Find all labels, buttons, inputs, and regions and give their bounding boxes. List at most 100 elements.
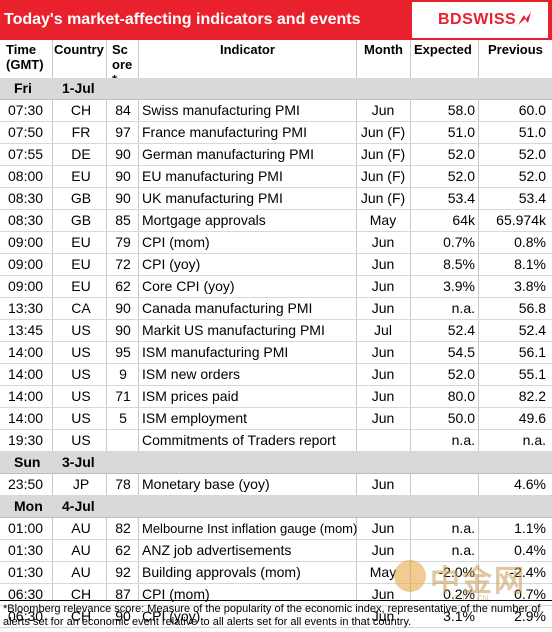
cell-score: 90 xyxy=(115,146,131,162)
cell-time: 09:00 xyxy=(8,256,44,272)
cell-time: 08:30 xyxy=(8,190,44,206)
cell-country: DE xyxy=(71,146,91,162)
cell-month: Jun xyxy=(371,388,395,404)
cell-month: Jun xyxy=(371,608,395,624)
cell-score: 72 xyxy=(115,256,131,272)
day-date: 3-Jul xyxy=(62,454,95,470)
day-label: Sun xyxy=(14,454,41,470)
cell-score: 90 xyxy=(115,322,131,338)
cell-time: 08:30 xyxy=(8,212,44,228)
cell-month: Jun xyxy=(371,586,395,602)
cell-indicator: ISM new orders xyxy=(142,366,241,382)
cell-expected: n.a. xyxy=(451,300,475,316)
cell-indicator: CPI (mom) xyxy=(142,234,210,250)
cell-indicator: CPI (yoy) xyxy=(142,608,201,624)
day-header-row: Sun 3-Jul xyxy=(0,452,552,474)
cell-previous: 53.4 xyxy=(518,190,546,206)
cell-previous: 65.974k xyxy=(496,212,546,228)
cell-previous: 2.9% xyxy=(514,608,546,624)
table-row: 08:30 GB 90 UK manufacturing PMI Jun (F) 53.4… xyxy=(0,188,552,210)
table-row: 08:00 EU 90 EU manufacturing PMI Jun (F) 52.0… xyxy=(0,166,552,188)
cell-country: CH xyxy=(70,608,92,624)
cell-time: 07:50 xyxy=(8,124,44,140)
cell-country: JP xyxy=(72,476,90,492)
cell-expected: 80.0 xyxy=(447,388,475,404)
footnote: *Bloomberg relevance score: Measure of t… xyxy=(0,600,552,629)
table-row: 09:00 EU 72 CPI (yoy) Jun 8.5% 8.1% xyxy=(0,254,552,276)
table-header-bar: Today's market-affecting indicators and … xyxy=(0,0,552,40)
cell-score: 90 xyxy=(115,608,131,624)
cell-previous: 52.0 xyxy=(518,168,546,184)
cell-score: 85 xyxy=(115,212,131,228)
cell-country: EU xyxy=(71,168,91,184)
cell-score: 82 xyxy=(115,520,131,536)
cell-score: 87 xyxy=(115,586,131,602)
cell-score: 97 xyxy=(115,124,131,140)
cell-expected: 54.5 xyxy=(447,344,475,360)
cell-previous: 4.6% xyxy=(514,476,546,492)
cell-previous: 1.1% xyxy=(514,520,546,536)
cell-expected: n.a. xyxy=(451,520,475,536)
cell-time: 09:00 xyxy=(8,278,44,294)
table-row: 07:50 FR 97 France manufacturing PMI Jun (F)… xyxy=(0,122,552,144)
cell-month: Jun xyxy=(371,234,395,250)
cell-country: EU xyxy=(71,256,91,272)
cell-previous: -2.4% xyxy=(509,564,546,580)
cell-country: FR xyxy=(71,124,91,140)
cell-country: US xyxy=(71,322,91,338)
cell-indicator: ISM manufacturing PMI xyxy=(142,344,289,360)
cell-indicator: German manufacturing PMI xyxy=(142,146,314,162)
cell-time: 19:30 xyxy=(8,432,44,448)
cell-time: 13:30 xyxy=(8,300,44,316)
cell-score: 95 xyxy=(115,344,131,360)
cell-previous: 0.4% xyxy=(514,542,546,558)
cell-indicator: Canada manufacturing PMI xyxy=(142,300,313,316)
cell-score: 90 xyxy=(115,190,131,206)
cell-score: 5 xyxy=(119,410,127,426)
cell-score: 71 xyxy=(115,388,131,404)
cell-time: 01:30 xyxy=(8,564,44,580)
cell-expected: 0.7% xyxy=(443,234,475,250)
table-row: 14:00 US 5 ISM employment Jun 50.0 49.6 xyxy=(0,408,552,430)
cell-score: 62 xyxy=(115,542,131,558)
cell-time: 23:50 xyxy=(8,476,44,492)
cell-indicator: ANZ job advertisements xyxy=(142,542,292,558)
cell-previous: 56.8 xyxy=(518,300,546,316)
cell-country: US xyxy=(71,366,91,382)
table-row: 07:30 CH 84 Swiss manufacturing PMI Jun 58.0 6… xyxy=(0,100,552,122)
cell-month: Jun xyxy=(371,542,395,558)
cell-expected: 0.2% xyxy=(443,586,475,602)
table-row: 01:30 AU 92 Building approvals (mom) May -2.0… xyxy=(0,562,552,584)
cell-score: 78 xyxy=(115,476,131,492)
cell-expected: 64k xyxy=(452,212,475,228)
bdswiss-logo: BDSWISS xyxy=(412,2,548,38)
cell-previous: 0.8% xyxy=(514,234,546,250)
cell-country: US xyxy=(71,344,91,360)
cell-month: Jun xyxy=(371,476,395,492)
cell-indicator: Swiss manufacturing PMI xyxy=(142,102,300,118)
cell-month: Jun (F) xyxy=(360,190,406,206)
cell-time: 06:30 xyxy=(8,608,44,624)
cell-expected: n.a. xyxy=(451,432,475,448)
cell-time: 09:00 xyxy=(8,234,44,250)
day-header-row: Mon 4-Jul xyxy=(0,496,552,518)
cell-expected: 50.0 xyxy=(447,410,475,426)
cell-score: 92 xyxy=(115,564,131,580)
cell-expected: 8.5% xyxy=(443,256,475,272)
cell-month: Jun xyxy=(371,520,395,536)
cell-indicator: Core CPI (yoy) xyxy=(142,278,235,294)
day-header-row: Fri 1-Jul xyxy=(0,78,552,100)
cell-time: 14:00 xyxy=(8,344,44,360)
table-row: 07:55 DE 90 German manufacturing PMI Jun (F)… xyxy=(0,144,552,166)
cell-month: Jun (F) xyxy=(360,124,406,140)
col-expected: Expected xyxy=(414,42,472,57)
events-table: Fri 1-Jul 07:30 CH 84 Swiss manufacturing PMI… xyxy=(0,78,552,628)
cell-expected: n.a. xyxy=(451,542,475,558)
cell-month: Jun xyxy=(371,344,395,360)
cell-country: EU xyxy=(71,278,91,294)
cell-country: GB xyxy=(70,212,92,228)
cell-time: 01:00 xyxy=(8,520,44,536)
cell-time: 14:00 xyxy=(8,388,44,404)
cell-indicator: Commitments of Traders report xyxy=(142,432,336,448)
cell-indicator: ISM prices paid xyxy=(142,388,239,404)
